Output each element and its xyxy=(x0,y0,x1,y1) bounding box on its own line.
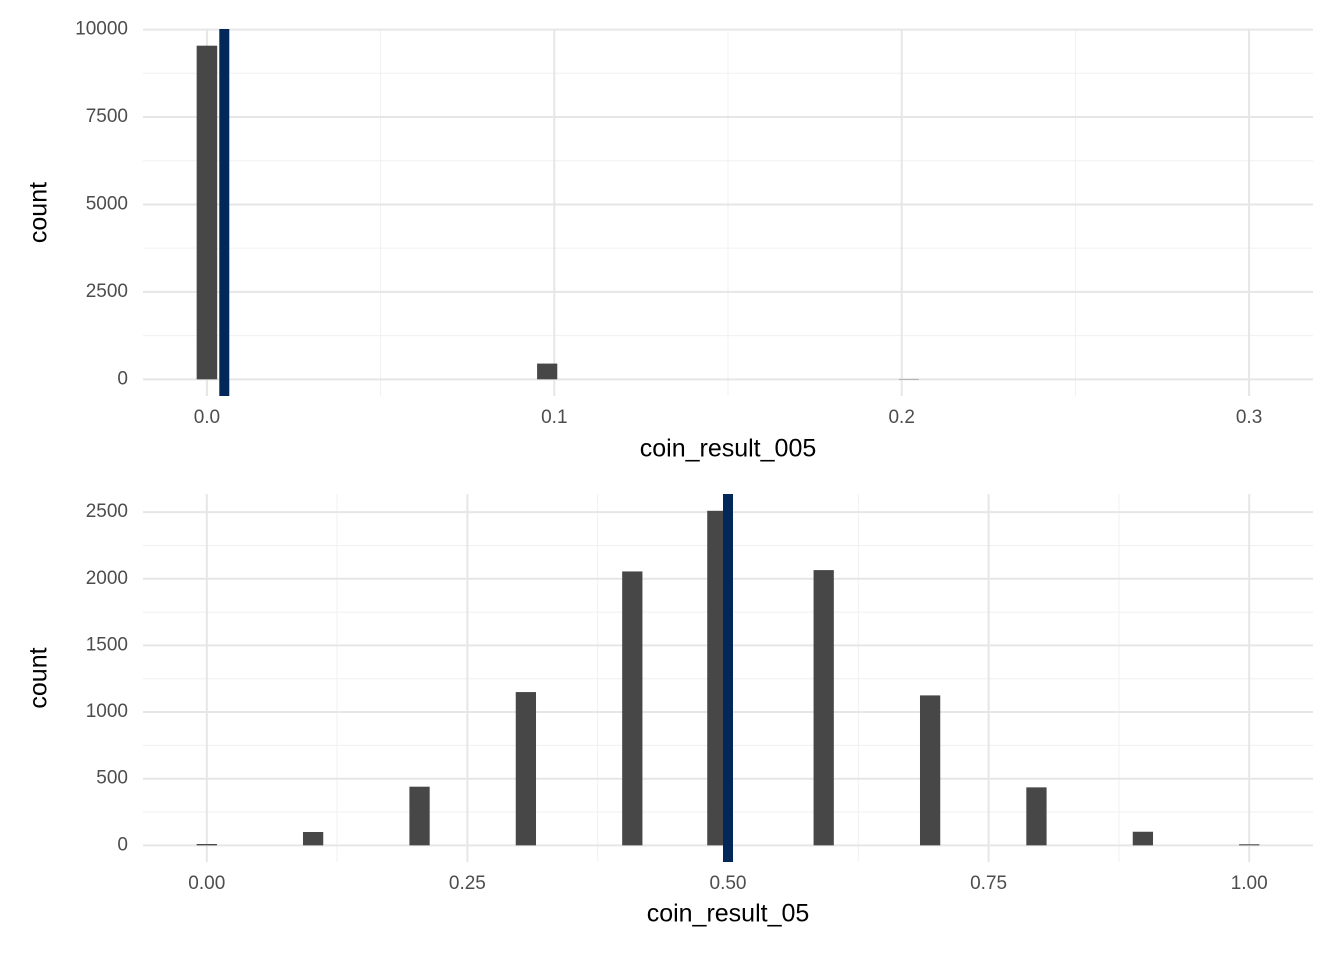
y-tick-label: 10000 xyxy=(75,19,128,40)
histogram-bar xyxy=(707,510,728,846)
histogram-bar xyxy=(196,844,217,846)
histogram-bar xyxy=(919,695,941,846)
histogram-bar xyxy=(1239,844,1260,846)
y-tick-label: 1000 xyxy=(86,701,128,722)
x-tick-label: 0.25 xyxy=(449,873,486,894)
y-tick-label: 500 xyxy=(96,768,128,789)
histogram-bar xyxy=(302,832,324,846)
y-tick-label: 0 xyxy=(117,368,128,389)
histogram-bar xyxy=(537,363,558,380)
x-axis-title: coin_result_005 xyxy=(640,435,817,463)
y-tick-label: 5000 xyxy=(86,193,128,214)
histogram-bar xyxy=(196,45,218,380)
y-tick-label: 2500 xyxy=(86,501,128,522)
y-tick-label: 2500 xyxy=(86,281,128,302)
y-tick-label: 2000 xyxy=(86,568,128,589)
x-axis-title: coin_result_05 xyxy=(647,900,810,928)
histogram-bar xyxy=(515,692,537,846)
x-tick-label: 0.1 xyxy=(541,407,567,428)
y-axis-title: count xyxy=(25,182,53,243)
histogram-bar xyxy=(1026,787,1047,846)
x-tick-label: 1.00 xyxy=(1231,873,1268,894)
x-tick-label: 0.3 xyxy=(1236,407,1262,428)
x-tick-label: 0.00 xyxy=(188,873,225,894)
histogram-bar xyxy=(409,786,430,846)
x-tick-label: 0.0 xyxy=(194,407,220,428)
y-axis-title: count xyxy=(25,647,53,708)
y-tick-label: 0 xyxy=(117,834,128,855)
x-tick-label: 0.50 xyxy=(710,873,747,894)
y-tick-label: 1500 xyxy=(86,634,128,655)
histogram-bar xyxy=(813,570,834,846)
x-tick-label: 0.2 xyxy=(888,407,914,428)
x-tick-label: 0.75 xyxy=(970,873,1007,894)
histogram-bar xyxy=(1132,831,1154,846)
histogram-bar xyxy=(622,571,643,846)
y-tick-label: 7500 xyxy=(86,106,128,127)
